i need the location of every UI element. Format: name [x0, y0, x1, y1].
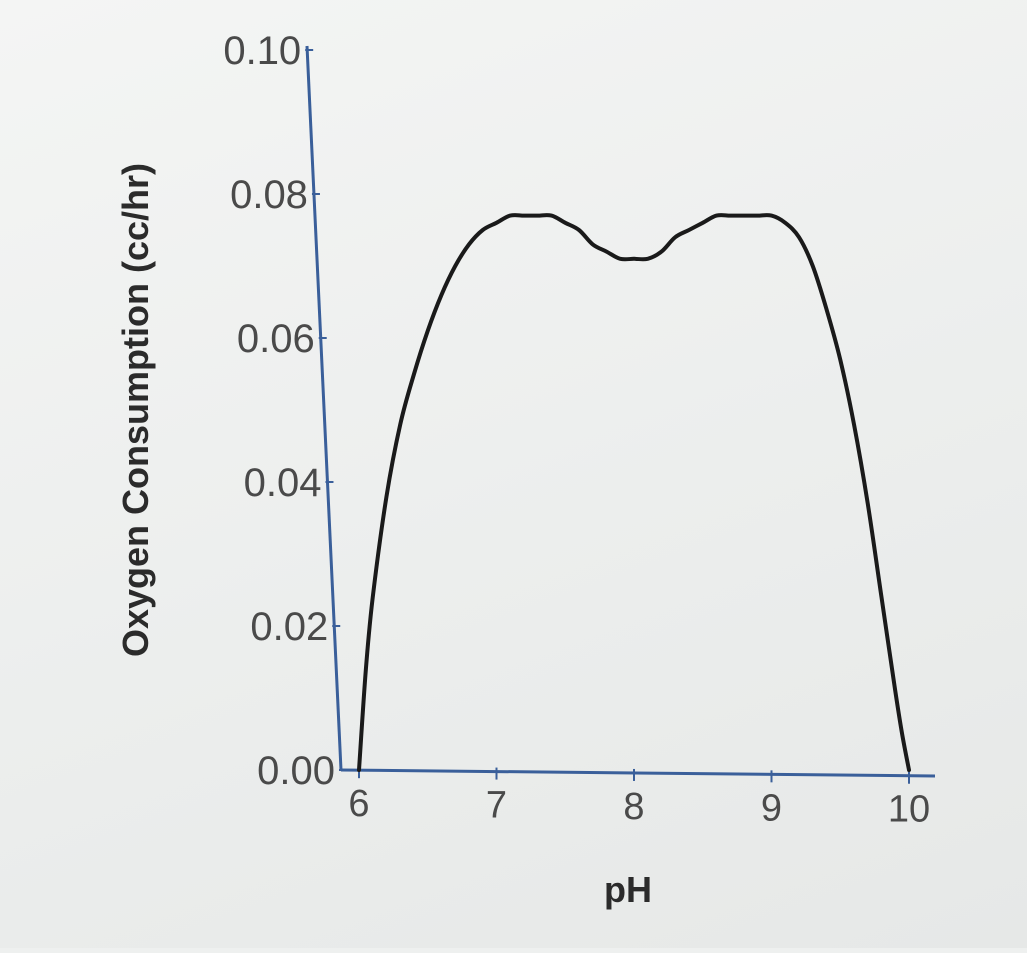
series-line [357, 213, 911, 772]
axes [305, 45, 936, 778]
tick-labels: 0.00 0.02 0.04 0.06 0.08 0.10 6 7 8 9 10 [223, 29, 930, 831]
x-axis-label: pH [604, 869, 652, 910]
x-tick-label: 10 [888, 789, 930, 831]
x-tick-label: 6 [348, 783, 369, 825]
y-tick-label: 0.10 [223, 29, 301, 73]
x-tick-label: 9 [761, 787, 782, 829]
x-tick-label: 8 [623, 786, 644, 828]
y-tick-label: 0.00 [257, 749, 335, 793]
y-axis-line [305, 45, 343, 771]
series-layer [357, 213, 911, 772]
y-tick-label: 0.06 [237, 317, 315, 361]
tick-marks [305, 49, 910, 784]
x-axis-line [340, 768, 936, 778]
x-tick-label: 7 [486, 785, 507, 827]
y-tick-label: 0.02 [250, 605, 328, 649]
y-tick-label: 0.04 [244, 461, 322, 505]
y-tick-label: 0.08 [230, 173, 308, 217]
y-axis-label: Oxygen Consumption (cc/hr) [115, 163, 156, 657]
